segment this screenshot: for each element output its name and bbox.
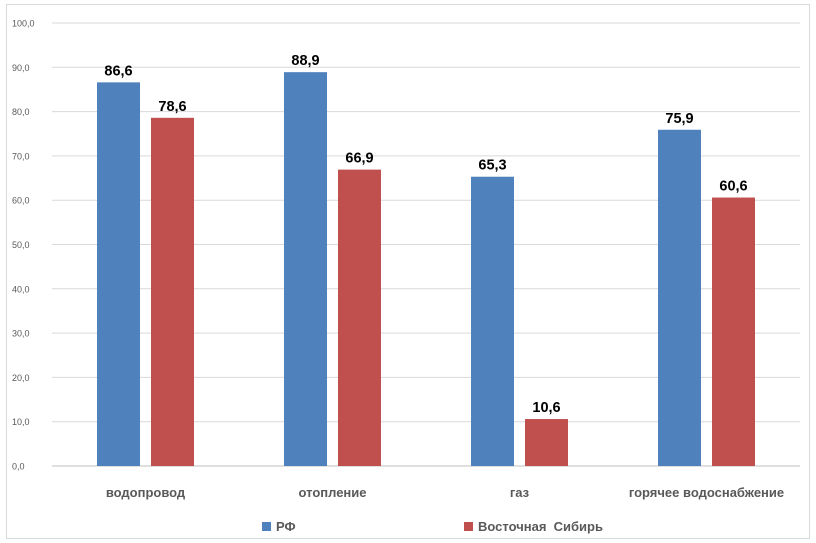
y-tick-label: 80,0 bbox=[12, 107, 30, 117]
legend-label-series-2: Восточная Сибирь bbox=[478, 518, 603, 534]
bar-1-2 bbox=[284, 72, 327, 466]
data-label: 75,9 bbox=[665, 111, 693, 127]
data-label: 88,9 bbox=[291, 53, 319, 69]
x-axis-tick-labels: водопровод отопление газ горячее водоснабже… bbox=[106, 485, 784, 500]
x-tick-label: водопровод bbox=[106, 485, 186, 500]
y-tick-label: 50,0 bbox=[12, 240, 30, 250]
data-label: 66,9 bbox=[345, 151, 373, 167]
data-label: 78,6 bbox=[158, 99, 186, 115]
y-tick-label: 90,0 bbox=[12, 63, 30, 73]
data-label: 10,6 bbox=[532, 400, 560, 416]
data-label: 86,6 bbox=[104, 63, 132, 79]
bar-2-4 bbox=[712, 197, 755, 467]
legend-swatch-series-2 bbox=[464, 521, 473, 531]
bars bbox=[97, 72, 755, 467]
bar-1-4 bbox=[658, 129, 701, 466]
legend-label-series-1: РФ bbox=[276, 518, 296, 534]
y-tick-label: 40,0 bbox=[12, 284, 30, 294]
x-tick-label: горячее водоснабжение bbox=[629, 485, 784, 500]
y-tick-label: 20,0 bbox=[12, 373, 30, 383]
y-tick-label: 70,0 bbox=[12, 151, 30, 161]
bar-1-3 bbox=[471, 176, 514, 466]
data-labels: 86,6 78,6 88,9 66,9 65,3 10,6 75,9 60,6 bbox=[104, 53, 747, 416]
y-tick-label: 10,0 bbox=[12, 417, 30, 427]
bar-2-2 bbox=[338, 169, 381, 466]
y-tick-label: 0,0 bbox=[12, 462, 25, 472]
x-tick-label: газ bbox=[510, 485, 530, 500]
y-axis-tick-labels: 0,0 10,0 20,0 30,0 40,0 50,0 60,0 70,0 80,0 90,0 1… bbox=[12, 19, 35, 472]
y-tick-label: 30,0 bbox=[12, 329, 30, 339]
bar-2-3 bbox=[525, 419, 568, 466]
data-label: 60,6 bbox=[719, 179, 747, 195]
bar-1-1 bbox=[97, 82, 140, 466]
x-tick-label: отопление bbox=[299, 485, 367, 500]
y-tick-label: 60,0 bbox=[12, 196, 30, 206]
legend-item-series-1: РФ bbox=[262, 518, 296, 534]
legend-swatch-series-1 bbox=[262, 521, 271, 531]
y-tick-label: 100,0 bbox=[12, 19, 35, 29]
data-label: 65,3 bbox=[478, 158, 506, 174]
legend-item-series-2: Восточная Сибирь bbox=[464, 518, 603, 534]
bar-2-1 bbox=[151, 117, 194, 466]
